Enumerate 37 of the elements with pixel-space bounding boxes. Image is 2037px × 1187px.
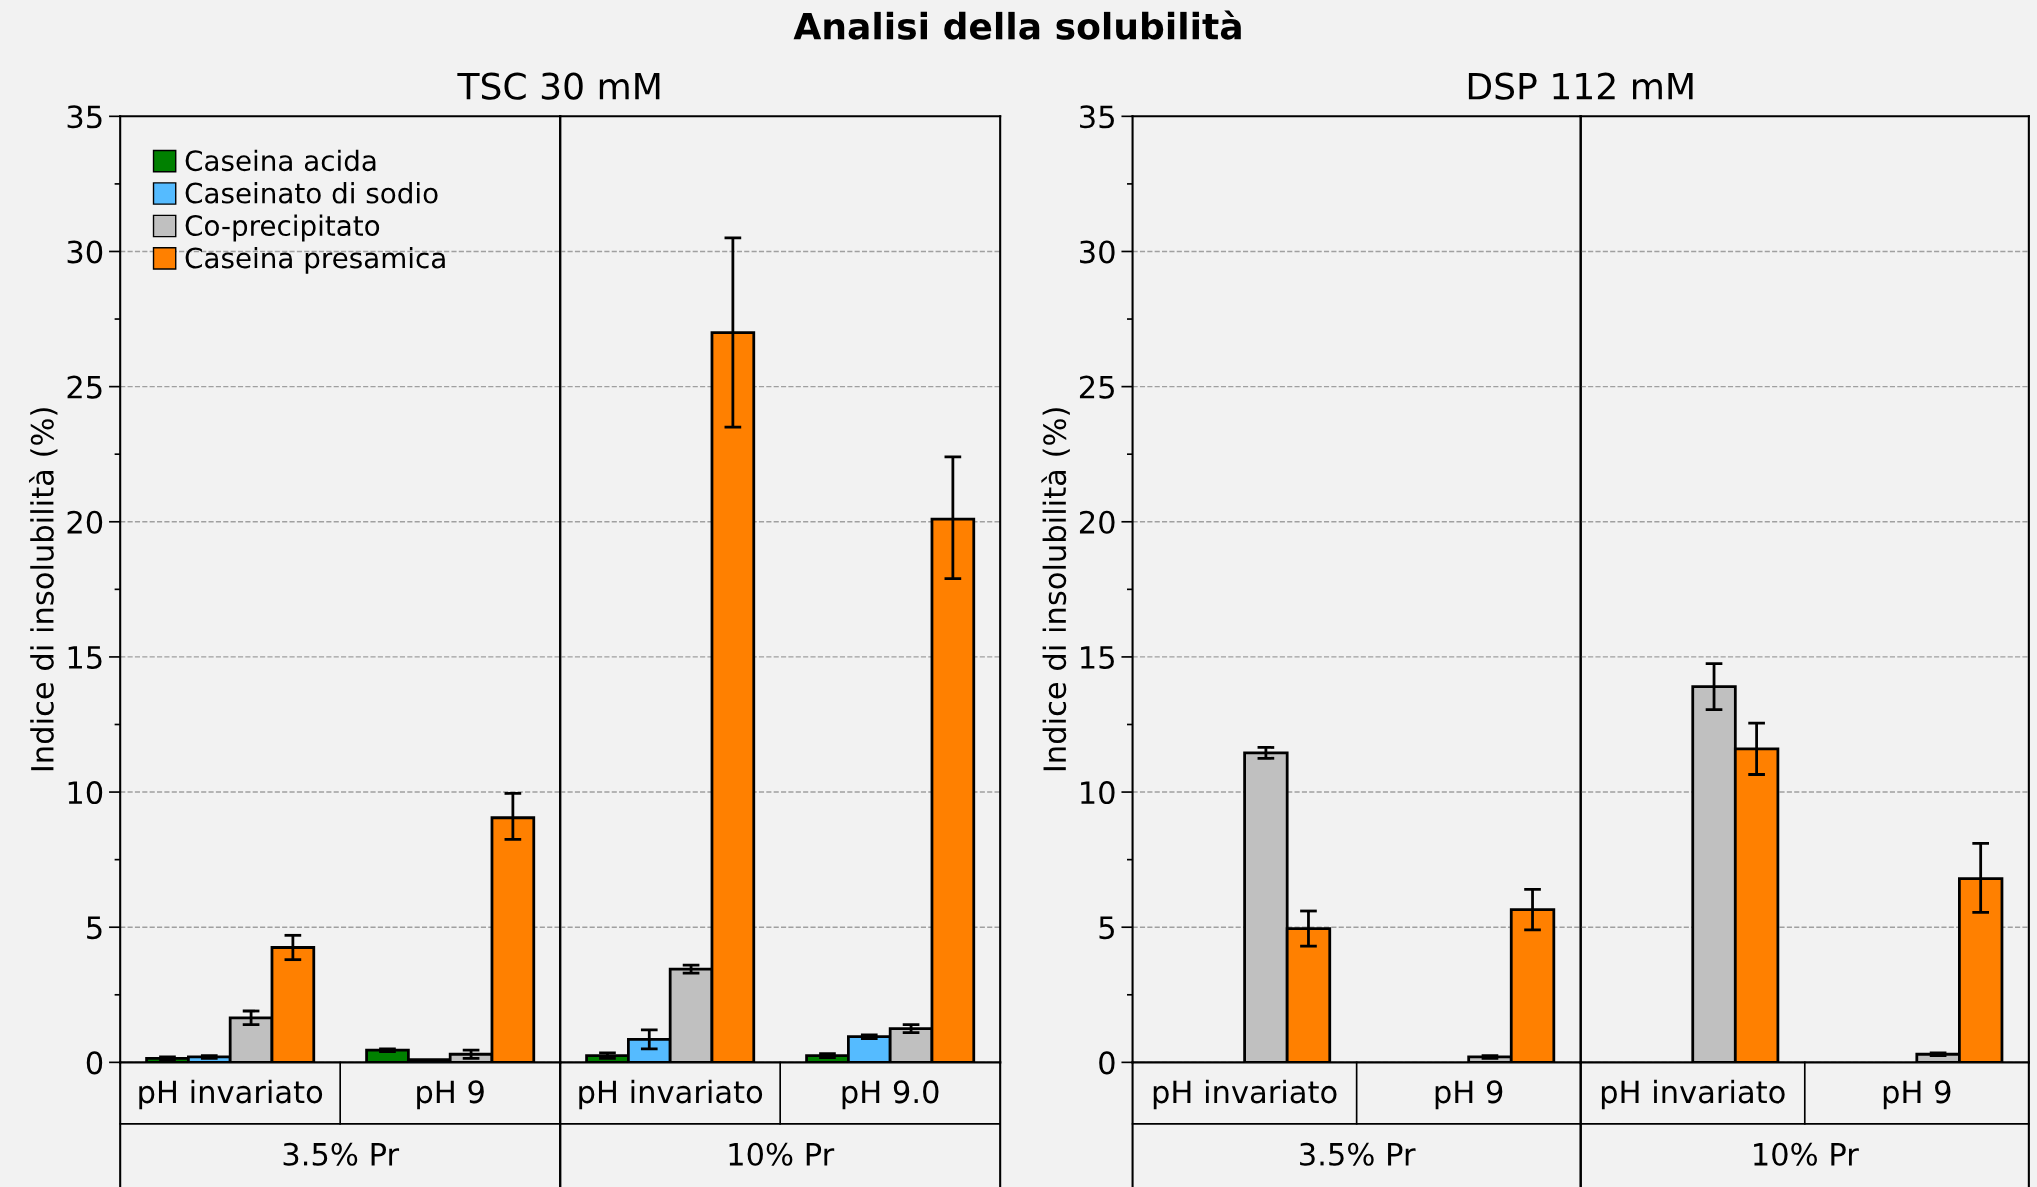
- y-tick-label: 25: [67, 375, 102, 399]
- x-tick-label: pH invariato: [1601, 1079, 1785, 1110]
- x-tick-label: pH invariato: [139, 1079, 323, 1110]
- y-tick-label: 5: [87, 916, 102, 940]
- y-tick-label: 35: [1080, 105, 1114, 129]
- chart-subtitle: TSC 30 mM: [457, 72, 660, 100]
- y-tick-label: 30: [1080, 240, 1115, 264]
- text: 10% Pr: [1754, 1142, 1859, 1166]
- y-axis-title: Indice di insolubilità (%): [1041, 408, 1070, 771]
- y-tick-label: 25: [1079, 375, 1114, 399]
- text: 3.5% Pr: [283, 1142, 400, 1166]
- y-tick-label: 15: [1081, 646, 1114, 669]
- x-tick-label: pH 9.0: [842, 1080, 939, 1110]
- text: 3.5% Pr: [1300, 1142, 1416, 1166]
- x-tick-label: pH 9: [1883, 1080, 1951, 1110]
- y-tick-label: 15: [68, 646, 102, 669]
- y-tick-label: 30: [67, 240, 103, 264]
- y-tick-label: 10: [68, 781, 103, 805]
- chart-title: Analisi della solubilità: [793, 10, 1241, 40]
- x-tick-label: pH 9: [1435, 1080, 1503, 1110]
- x-tick-label: pH invariato: [579, 1079, 763, 1110]
- chart-subtitle: DSP 112 mM: [1468, 72, 1693, 100]
- y-tick-label: 35: [67, 105, 102, 129]
- text: 10% Pr: [729, 1142, 835, 1166]
- legend-label: Caseina acida: [185, 149, 376, 172]
- y-tick-label: 5: [1099, 916, 1114, 940]
- x-tick-label: pH invariato: [1153, 1079, 1337, 1110]
- y-tick-label: 0: [1099, 1051, 1115, 1075]
- y-tick-label: 10: [1081, 781, 1115, 805]
- y-tick-label: 20: [1079, 510, 1115, 534]
- legend-label: Co-precipitato: [185, 214, 380, 242]
- y-axis-title: Indice di insolubilità (%): [28, 408, 58, 771]
- x-tick-label: pH 9: [417, 1080, 484, 1110]
- legend-label: Caseina presamica: [185, 246, 445, 274]
- legend-label: Caseinato di sodio: [185, 182, 438, 204]
- y-tick-label: 0: [86, 1051, 103, 1075]
- y-tick-label: 20: [67, 510, 103, 534]
